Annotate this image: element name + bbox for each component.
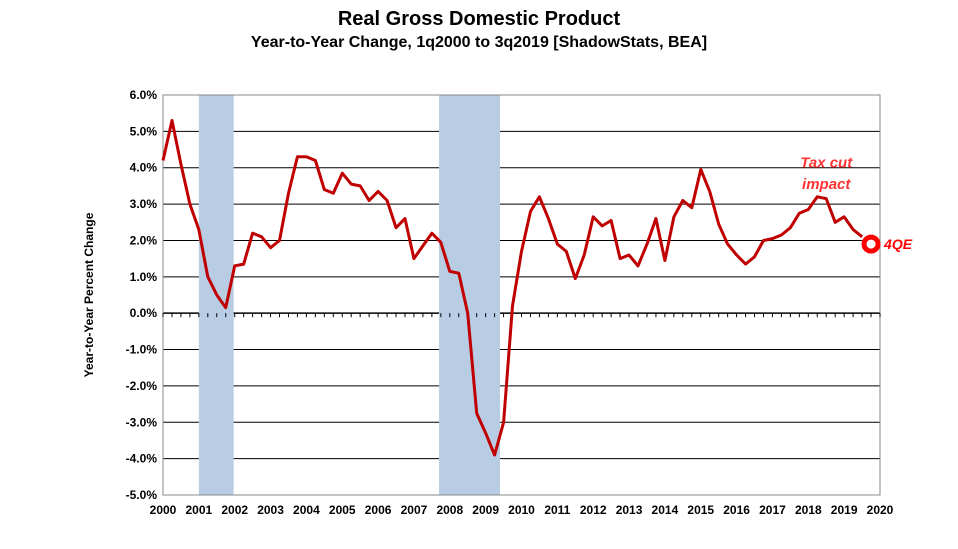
x-tick-label: 2001 xyxy=(185,503,212,517)
chart-subtitle: Year-to-Year Change, 1q2000 to 3q2019 [S… xyxy=(250,34,708,51)
x-tick-label: 2008 xyxy=(436,503,463,517)
x-tick-label: 2015 xyxy=(687,503,714,517)
x-tick-label: 2002 xyxy=(221,503,248,517)
x-tick-label: 2007 xyxy=(401,503,428,517)
x-tick-label: 2017 xyxy=(759,503,786,517)
annotation-tax-cut: Tax cut xyxy=(800,154,853,171)
y-tick-label: -5.0% xyxy=(126,488,158,502)
y-tick-label: -2.0% xyxy=(126,379,158,393)
x-tick-label: 2018 xyxy=(795,503,822,517)
x-tick-label: 2016 xyxy=(723,503,750,517)
annotation-tax-cut: impact xyxy=(802,176,851,193)
y-tick-label: 4.0% xyxy=(130,161,158,175)
x-tick-label: 2010 xyxy=(508,503,535,517)
x-tick-label: 2003 xyxy=(257,503,284,517)
y-tick-label: -1.0% xyxy=(126,343,158,357)
x-tick-label: 2009 xyxy=(472,503,499,517)
y-tick-label: 5.0% xyxy=(130,124,158,138)
x-tick-label: 2020 xyxy=(867,503,894,517)
recession-band xyxy=(439,95,500,495)
x-tick-label: 2013 xyxy=(616,503,643,517)
x-tick-label: 2000 xyxy=(150,503,177,517)
y-tick-label: 2.0% xyxy=(130,233,158,247)
gdp-series-line xyxy=(161,119,864,457)
plot-border xyxy=(162,94,881,496)
x-tick-label: 2006 xyxy=(365,503,392,517)
x-tick-label: 2014 xyxy=(652,503,679,517)
x-tick-label: 2012 xyxy=(580,503,607,517)
estimate-marker xyxy=(861,234,881,254)
y-tick-label: -3.0% xyxy=(126,415,158,429)
x-tick-label: 2005 xyxy=(329,503,356,517)
y-tick-label: 6.0% xyxy=(130,88,158,102)
y-tick-label: 3.0% xyxy=(130,197,158,211)
x-tick-label: 2011 xyxy=(544,503,570,517)
x-tick-label: 2019 xyxy=(831,503,858,517)
estimate-label: 4QE xyxy=(883,236,913,252)
y-tick-label: 1.0% xyxy=(130,270,158,284)
x-tick-label: 2004 xyxy=(293,503,320,517)
y-axis-label: Year-to-Year Percent Change xyxy=(82,212,96,377)
y-tick-label: -4.0% xyxy=(126,452,158,466)
chart-title: Real Gross Domestic Product xyxy=(337,8,621,30)
y-tick-label: 0.0% xyxy=(130,306,158,320)
